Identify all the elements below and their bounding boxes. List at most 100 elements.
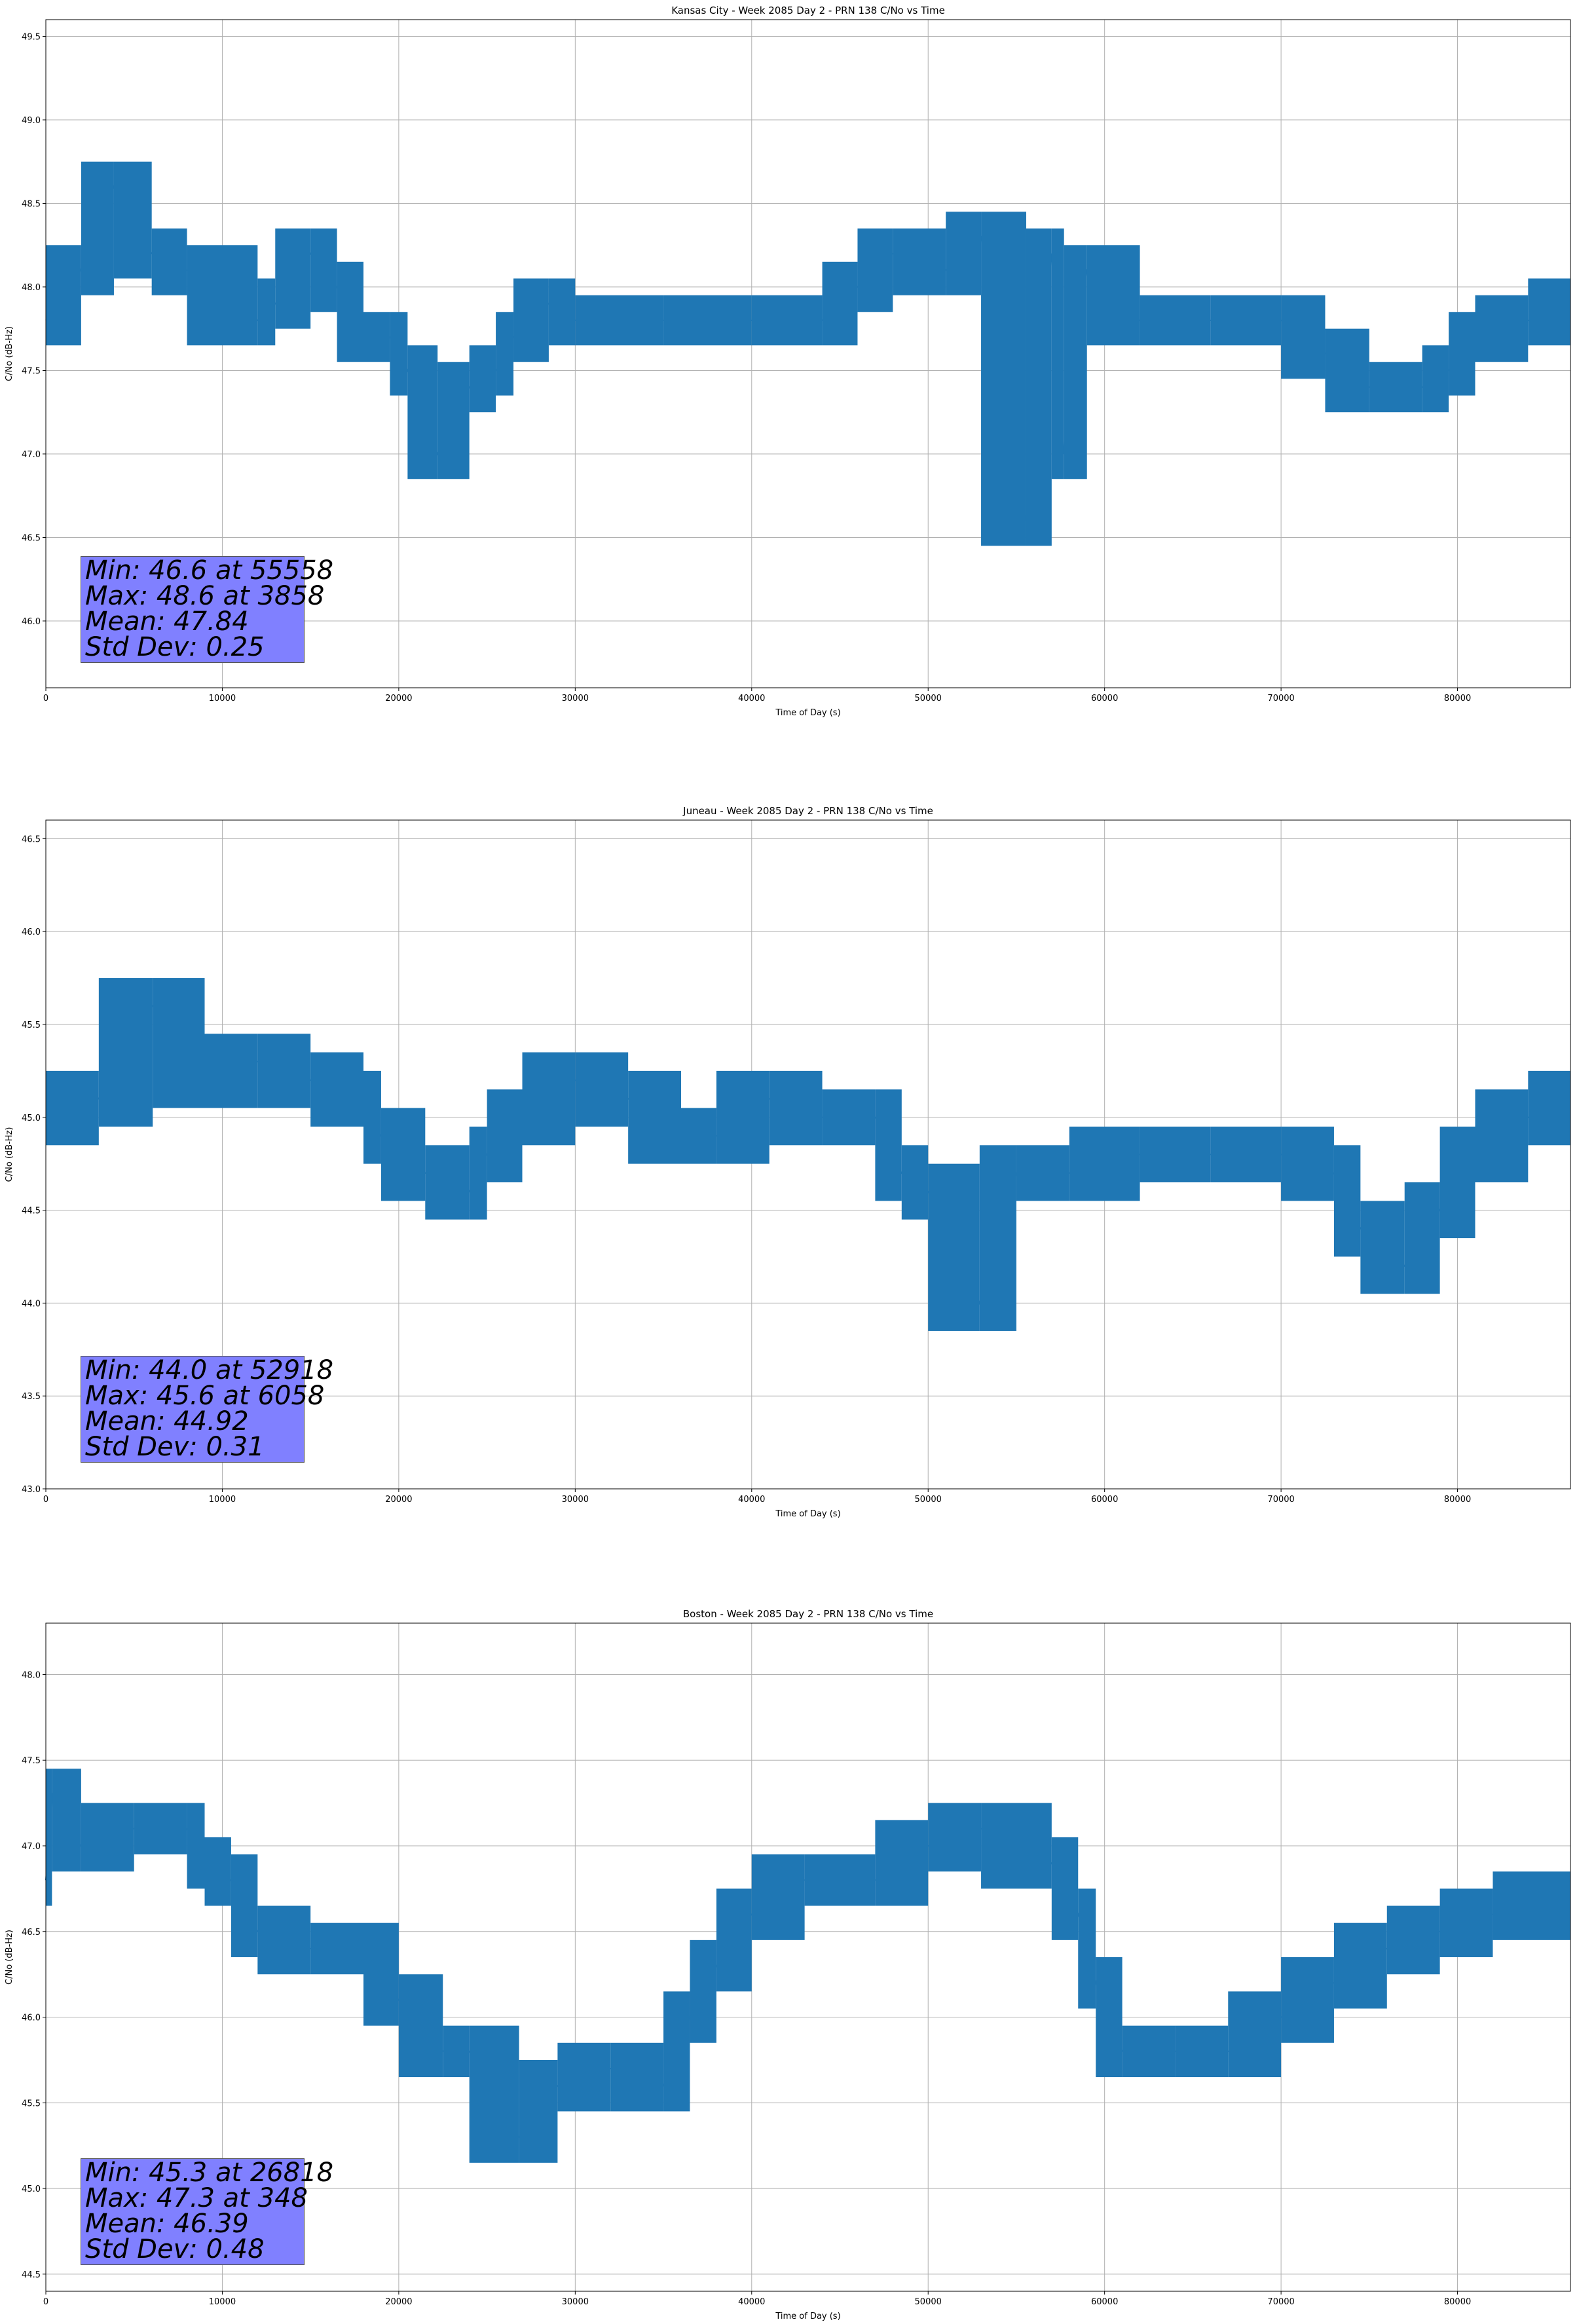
series-segment — [901, 1145, 929, 1220]
series-segment — [1140, 295, 1211, 346]
x-tick-label: 20000 — [385, 2297, 412, 2307]
series-segment — [257, 1905, 311, 1975]
series-band — [46, 978, 1570, 1331]
series-segment — [487, 1089, 523, 1183]
series-segment — [390, 312, 408, 396]
series-segment — [1096, 1957, 1122, 2078]
series-segment — [981, 1803, 1052, 1889]
stats-box: Min: 45.3 at 26818 Max: 47.3 at 348 Mean… — [81, 2158, 333, 2265]
series-segment — [981, 212, 1026, 546]
series-segment — [681, 1108, 716, 1164]
series-segment — [1333, 1922, 1387, 2009]
series-segment — [522, 1052, 576, 1146]
series-segment — [363, 312, 390, 362]
series-segment — [716, 1888, 752, 1992]
series-segment — [1360, 1201, 1405, 1294]
series-segment — [628, 1070, 681, 1164]
series-segment — [1228, 1991, 1282, 2078]
series-segment — [804, 1854, 876, 1906]
y-axis-label: C/No (dB-Hz) — [5, 326, 14, 381]
stats-stddev: Std Dev: 0.48 — [85, 2234, 265, 2264]
y-tick-label: 45.0 — [22, 1114, 41, 1123]
series-segment — [310, 1052, 363, 1127]
series-segment — [1140, 1126, 1211, 1183]
series-segment — [1528, 278, 1570, 346]
series-segment — [1439, 1126, 1475, 1239]
series-segment — [310, 228, 337, 312]
series-segment — [690, 1940, 716, 2043]
chart-title: Juneau - Week 2085 Day 2 - PRN 138 C/No … — [682, 805, 933, 817]
series-segment — [425, 1145, 470, 1220]
series-segment — [407, 345, 438, 479]
x-tick-label: 0 — [43, 2297, 48, 2307]
y-tick-label: 49.0 — [22, 116, 41, 126]
y-tick-label: 46.0 — [22, 617, 41, 627]
series-segment — [52, 1769, 81, 1872]
series-segment — [557, 2042, 611, 2112]
series-segment — [1493, 1871, 1570, 1940]
series-segment — [1051, 228, 1064, 479]
y-tick-label: 47.0 — [22, 450, 41, 460]
series-segment — [1475, 1089, 1529, 1183]
series-segment — [663, 295, 752, 346]
series-segment — [610, 2042, 664, 2112]
y-tick-label: 45.5 — [22, 1021, 41, 1030]
series-segment — [151, 228, 187, 295]
series-segment — [875, 1089, 902, 1201]
y-tick-label: 49.5 — [22, 33, 41, 43]
series-segment — [1026, 228, 1052, 546]
series-segment — [363, 1070, 381, 1164]
x-tick-label: 60000 — [1091, 2297, 1118, 2307]
series-segment — [1449, 312, 1475, 396]
x-tick-label: 80000 — [1444, 2297, 1471, 2307]
series-segment — [380, 1108, 426, 1201]
x-tick-label: 80000 — [1444, 694, 1471, 703]
y-tick-label: 47.5 — [22, 1756, 41, 1766]
series-segment — [751, 295, 823, 346]
series-segment — [1069, 1126, 1140, 1201]
series-segment — [663, 1991, 690, 2112]
chart-svg-juneau: Juneau - Week 2085 Day 2 - PRN 138 C/No … — [5, 805, 1571, 1519]
chart-title: Boston - Week 2085 Day 2 - PRN 138 C/No … — [683, 1608, 933, 1620]
chart-svg-boston: Boston - Week 2085 Day 2 - PRN 138 C/No … — [5, 1608, 1571, 2321]
x-tick-label: 30000 — [562, 2297, 589, 2307]
stats-max: Max: 47.3 at 348 — [85, 2183, 308, 2213]
series-segment — [1333, 1145, 1361, 1257]
y-tick-label: 44.0 — [22, 1299, 41, 1309]
stats-mean: Mean: 46.39 — [85, 2209, 249, 2239]
series-segment — [893, 228, 946, 295]
x-tick-label: 50000 — [915, 1495, 942, 1505]
stats-max: Max: 48.6 at 3858 — [85, 581, 325, 611]
series-segment — [46, 245, 81, 346]
x-axis-label: Time of Day (s) — [775, 1509, 840, 1519]
y-tick-label: 45.5 — [22, 2099, 41, 2108]
x-tick-label: 0 — [43, 694, 48, 703]
series-segment — [716, 1070, 770, 1164]
series-segment — [113, 161, 152, 279]
series-segment — [204, 1837, 231, 1906]
chart-title: Kansas City - Week 2085 Day 2 - PRN 138 … — [671, 5, 945, 16]
series-band — [46, 1769, 1570, 2163]
series-segment — [204, 1034, 258, 1108]
series-segment — [1210, 1126, 1282, 1183]
series-segment — [46, 1070, 99, 1146]
series-segment — [469, 2025, 519, 2163]
series-segment — [1404, 1182, 1440, 1294]
series-segment — [519, 2059, 558, 2163]
x-tick-label: 40000 — [738, 694, 765, 703]
y-tick-label: 44.5 — [22, 1207, 41, 1216]
series-segment — [946, 212, 982, 295]
stats-box: Min: 46.6 at 55558 Max: 48.6 at 3858 Mea… — [81, 556, 333, 663]
chart-panel-kansas-city: Kansas City - Week 2085 Day 2 - PRN 138 … — [0, 0, 1577, 773]
x-tick-label: 30000 — [562, 1495, 589, 1505]
y-tick-label: 44.5 — [22, 2270, 41, 2280]
y-tick-label: 47.0 — [22, 1842, 41, 1852]
x-tick-label: 0 — [43, 1495, 48, 1505]
series-segment — [310, 1922, 363, 1975]
series-segment — [443, 2025, 470, 2078]
series-segment — [928, 1803, 982, 1872]
series-segment — [275, 228, 311, 329]
series-segment — [257, 1034, 311, 1108]
series-segment — [469, 1126, 487, 1220]
series-segment — [875, 1820, 929, 1906]
